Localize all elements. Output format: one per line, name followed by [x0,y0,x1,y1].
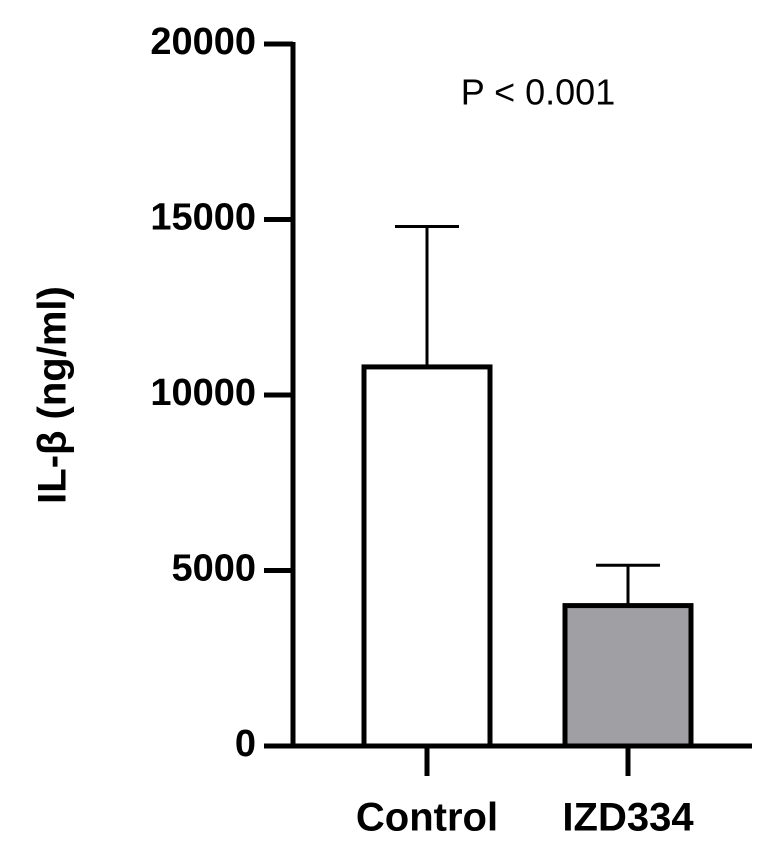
y-axis-label: IL-β (ng/ml) [31,286,75,504]
y-tick-label: 20000 [150,21,256,63]
x-tick-label: IZD334 [562,796,694,840]
y-tick-label: 0 [235,723,256,765]
x-tick-label: Control [356,796,498,840]
y-tick-label: 10000 [150,372,256,414]
bar [562,603,694,749]
y-tick-label: 15000 [150,197,256,239]
bar [361,364,493,749]
annotation: P < 0.001 [461,72,615,113]
y-tick-label: 5000 [171,548,256,590]
